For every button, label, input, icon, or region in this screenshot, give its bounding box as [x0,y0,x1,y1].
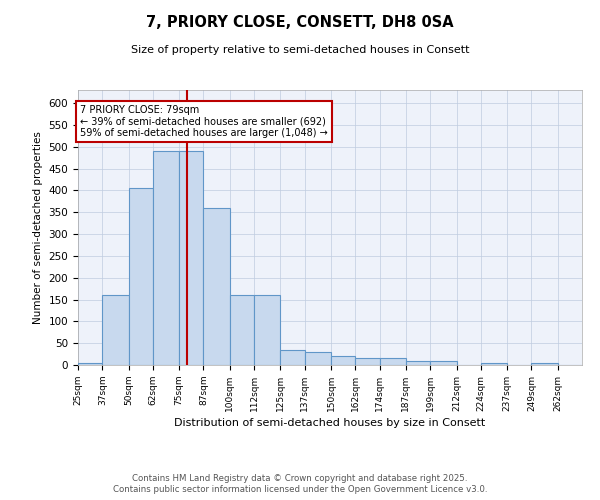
Bar [179,151,203,365]
Bar [102,295,128,365]
Bar [254,295,280,365]
Bar [153,151,179,365]
Bar [230,295,254,365]
Bar [430,360,457,365]
Bar [128,188,153,365]
Text: 7 PRIORY CLOSE: 79sqm
← 39% of semi-detached houses are smaller (692)
59% of sem: 7 PRIORY CLOSE: 79sqm ← 39% of semi-deta… [80,106,328,138]
Bar [305,352,331,365]
Bar [331,356,355,365]
X-axis label: Distribution of semi-detached houses by size in Consett: Distribution of semi-detached houses by … [175,418,485,428]
Text: Contains HM Land Registry data © Crown copyright and database right 2025.
Contai: Contains HM Land Registry data © Crown c… [113,474,487,494]
Bar [78,363,102,365]
Bar [355,358,380,365]
Bar [532,363,558,365]
Bar [203,208,230,365]
Text: Size of property relative to semi-detached houses in Consett: Size of property relative to semi-detach… [131,45,469,55]
Bar [481,363,507,365]
Bar [406,360,430,365]
Y-axis label: Number of semi-detached properties: Number of semi-detached properties [33,131,43,324]
Bar [280,350,305,365]
Text: 7, PRIORY CLOSE, CONSETT, DH8 0SA: 7, PRIORY CLOSE, CONSETT, DH8 0SA [146,15,454,30]
Bar [380,358,406,365]
